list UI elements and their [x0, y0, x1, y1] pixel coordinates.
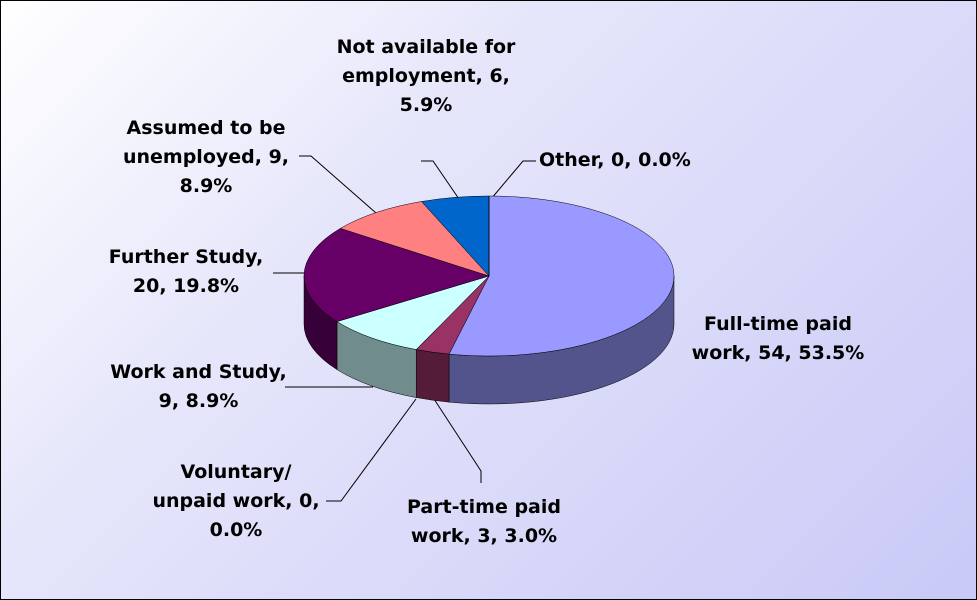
slice-side	[415, 349, 450, 403]
leader-line	[421, 160, 460, 200]
leader-line	[326, 398, 417, 502]
slice	[303, 228, 490, 322]
slice-label: Assumed to be unemployed, 9, 8.9%	[122, 117, 290, 197]
slice-label: Full-time paid work, 54, 53.5%	[691, 313, 865, 364]
slice	[339, 201, 490, 277]
leader-line	[433, 398, 482, 483]
slice-label: Voluntary/ unpaid work, 0, 0.0%	[152, 461, 320, 541]
leader-line	[299, 155, 377, 214]
leader-line	[490, 160, 536, 200]
slice-label: Other, 0, 0.0%	[539, 149, 691, 171]
slice-label: Not available for employment, 6, 5.9%	[336, 36, 516, 116]
slice	[448, 195, 675, 357]
slice	[336, 275, 490, 350]
slice-label: Part-time paid work, 3, 3.0%	[406, 496, 561, 547]
slice-label: Work and Study, 9, 8.9%	[110, 361, 287, 412]
slice-label: Further Study, 20, 19.8%	[108, 246, 264, 297]
leader-lines	[273, 155, 536, 502]
